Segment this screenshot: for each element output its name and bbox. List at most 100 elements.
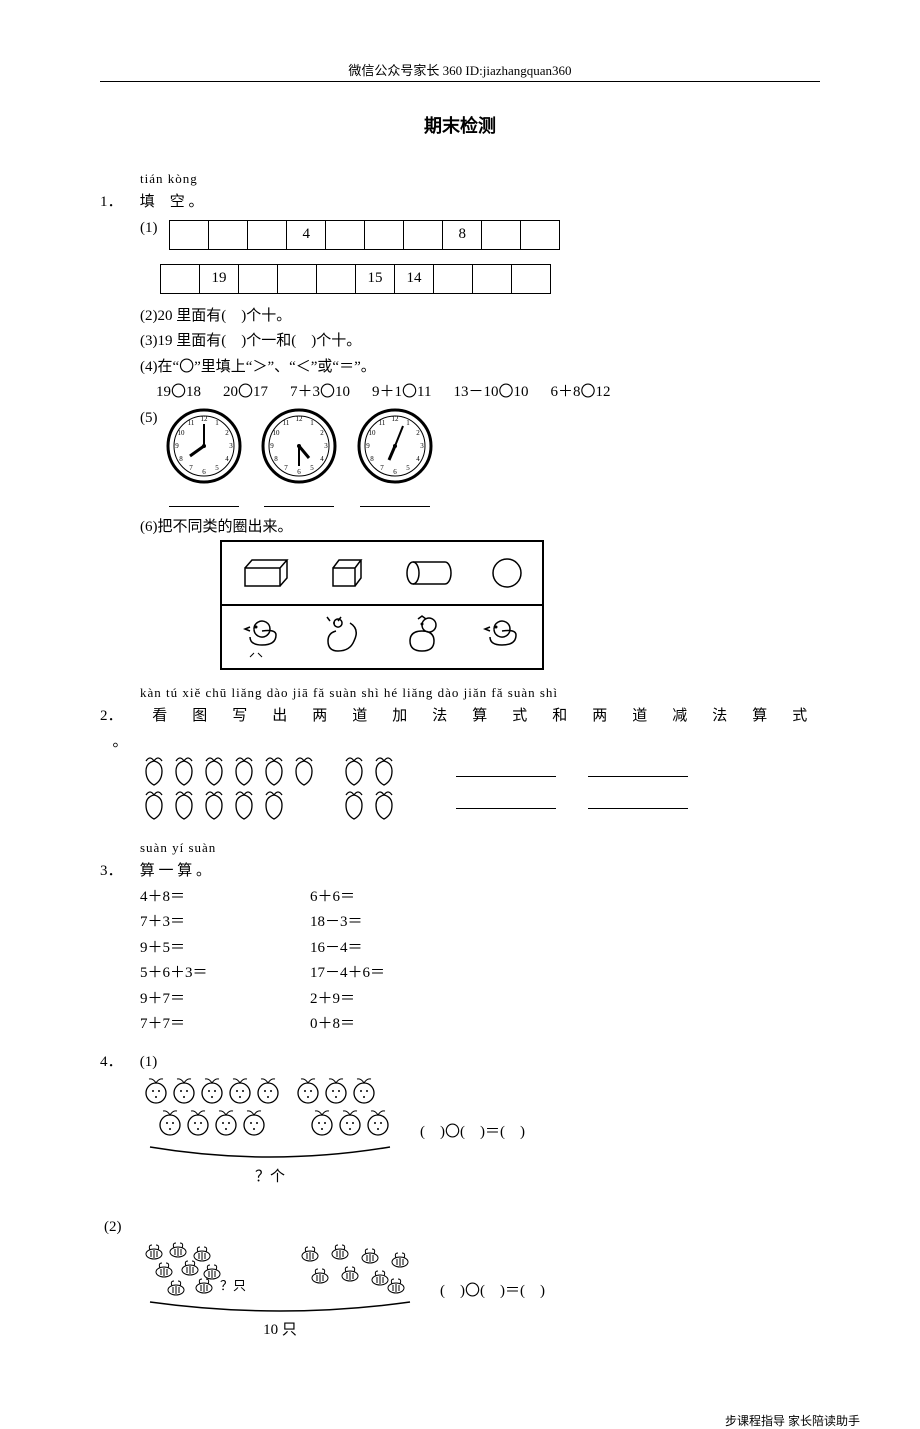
calc-item: 9＋5＝: [140, 936, 310, 962]
answer-blank[interactable]: [588, 794, 688, 809]
hanzi-char: 减: [660, 704, 700, 730]
q2-pinyin: kàn tú xiě chū liǎng dào jiā fǎ suàn shì…: [140, 682, 820, 704]
svg-text:3: 3: [420, 442, 424, 450]
number-cell[interactable]: [521, 220, 560, 249]
svg-text:12: 12: [296, 415, 304, 423]
question-1: tián kòng 1． 填 空 。 (1) 48 191514 (2)20 里…: [100, 168, 820, 670]
svg-text:10: 10: [273, 429, 281, 437]
q1-sub3: (3)19 里面有( )个一和( )个十。: [140, 329, 820, 355]
svg-text:5: 5: [215, 464, 219, 472]
svg-text:2: 2: [225, 429, 229, 437]
number-cell[interactable]: 14: [395, 264, 434, 293]
calc-item: 4＋8＝: [140, 885, 310, 911]
clock-answer-blank[interactable]: [264, 494, 334, 507]
hanzi-char: 法: [700, 704, 740, 730]
svg-text:4: 4: [225, 455, 229, 463]
svg-text:11: 11: [283, 419, 290, 427]
number-cell[interactable]: [512, 264, 551, 293]
q4-diagram-2: ？只 10 只: [140, 1240, 420, 1344]
clock-icon: 1212 345 678 91011: [355, 406, 435, 486]
svg-text:8: 8: [179, 455, 183, 463]
calc-item: 7＋7＝: [140, 1012, 310, 1038]
hanzi-char: 道: [620, 704, 660, 730]
q4-unit-2a: ？只: [220, 1278, 246, 1293]
q1-comparisons: 19〇1820〇177＋3〇109＋1〇1113－10〇106＋8〇12: [156, 380, 820, 406]
hanzi-char: 。: [100, 730, 140, 756]
number-cell[interactable]: [434, 264, 473, 293]
cuboid-icon: [240, 556, 290, 590]
clock-icon: 1212 345 678 91011: [259, 406, 339, 486]
number-cell[interactable]: [326, 220, 365, 249]
hanzi-char: 道: [340, 704, 380, 730]
svg-text:11: 11: [379, 419, 386, 427]
q1-sub1: (1) 48: [140, 216, 820, 260]
q4-unit-1: ？个: [140, 1165, 400, 1191]
hanzi-char: 两: [580, 704, 620, 730]
calc-item: 16－4＝: [310, 936, 480, 962]
number-cell[interactable]: [170, 220, 209, 249]
number-cell[interactable]: [404, 220, 443, 249]
answer-blank[interactable]: [456, 794, 556, 809]
number-cell[interactable]: [278, 264, 317, 293]
duck-icon: [240, 615, 284, 659]
hanzi-char: 式: [780, 704, 820, 730]
svg-text:10: 10: [369, 429, 377, 437]
svg-text:8: 8: [275, 455, 279, 463]
svg-text:5: 5: [406, 464, 410, 472]
page-footer: 步课程指导 家长陪读助手: [0, 1412, 920, 1429]
number-cell[interactable]: 19: [200, 264, 239, 293]
svg-text:1: 1: [215, 419, 219, 427]
clocks-row: 1212 345 678 91011: [164, 406, 448, 507]
chick-icon: [400, 615, 444, 659]
hanzi-char: 式: [500, 704, 540, 730]
hanzi-char: 算: [740, 704, 780, 730]
q1-sub2: (2)20 里面有( )个十。: [140, 304, 820, 330]
hanzi-char: 算: [460, 704, 500, 730]
answer-blank[interactable]: [456, 762, 556, 777]
clock-answer-blank[interactable]: [169, 494, 239, 507]
calc-item: 2＋9＝: [310, 987, 480, 1013]
radish-group-2: [340, 755, 420, 825]
number-cell[interactable]: [482, 220, 521, 249]
svg-text:1: 1: [311, 419, 315, 427]
answer-blank[interactable]: [588, 762, 688, 777]
number-cell[interactable]: [239, 264, 278, 293]
hanzi-char: 写: [220, 704, 260, 730]
svg-text:4: 4: [321, 455, 325, 463]
number-cell[interactable]: [317, 264, 356, 293]
svg-text:1: 1: [406, 419, 410, 427]
number-cell[interactable]: [248, 220, 287, 249]
clock-answer-blank[interactable]: [360, 494, 430, 507]
calc-item: 7＋3＝: [140, 910, 310, 936]
comparison-item: 19〇18: [156, 380, 201, 406]
hanzi-char: 出: [260, 704, 300, 730]
number-cell[interactable]: [365, 220, 404, 249]
q1-number: 1．: [100, 190, 136, 216]
calc-item: 17－4＋6＝: [310, 961, 480, 987]
question-2: kàn tú xiě chū liǎng dào jiā fǎ suàn shì…: [100, 682, 820, 825]
number-cell[interactable]: [209, 220, 248, 249]
q4-unit-2b: 10 只: [140, 1318, 420, 1344]
svg-text:3: 3: [325, 442, 329, 450]
hanzi-char: 图: [180, 704, 220, 730]
q4-sub2-label: (2): [104, 1215, 820, 1241]
comparison-item: 7＋3〇10: [290, 380, 350, 406]
number-cell[interactable]: 8: [443, 220, 482, 249]
svg-text:12: 12: [200, 415, 208, 423]
number-cell[interactable]: [161, 264, 200, 293]
calc-item: 5＋6＋3＝: [140, 961, 310, 987]
number-cell[interactable]: 15: [356, 264, 395, 293]
calc-item: 9＋7＝: [140, 987, 310, 1013]
svg-text:5: 5: [311, 464, 315, 472]
number-cell[interactable]: [473, 264, 512, 293]
q1-pinyin: tián kòng: [140, 168, 820, 190]
number-cell[interactable]: 4: [287, 220, 326, 249]
shapes-animals-box: [220, 540, 544, 670]
svg-text:4: 4: [416, 455, 420, 463]
q1-label: 填 空 。: [140, 194, 204, 210]
cylinder-icon: [403, 558, 453, 588]
svg-text:7: 7: [380, 464, 384, 472]
svg-text:6: 6: [202, 468, 206, 476]
duck-icon: [480, 615, 524, 659]
svg-text:2: 2: [416, 429, 420, 437]
